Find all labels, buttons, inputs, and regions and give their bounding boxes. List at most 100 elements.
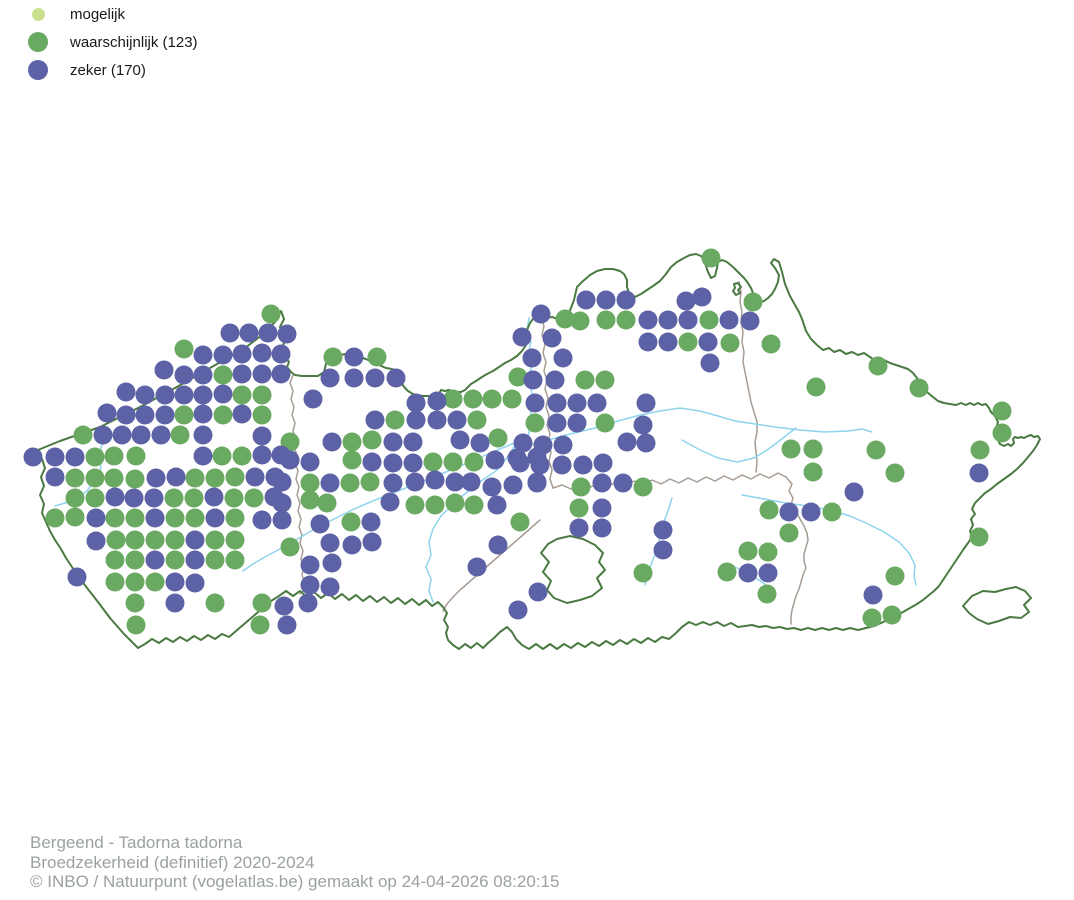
breeding-dot-zeker [193,345,213,365]
river-schelde-upper [425,443,517,603]
breeding-dot-zeker [322,553,342,573]
breeding-dot-zeker [542,328,562,348]
breeding-dot-zeker [116,382,136,402]
breeding-dot-zeker [146,468,166,488]
breeding-dot-waarschijnlijk [225,467,245,487]
breeding-dot-waarschijnlijk [125,572,145,592]
breeding-dot-zeker [613,473,633,493]
breeding-dot-zeker [653,520,673,540]
breeding-dot-zeker [220,323,240,343]
breeding-dot-zeker [592,498,612,518]
breeding-dot-zeker [277,324,297,344]
breeding-dot-waarschijnlijk [73,425,93,445]
border-brabant-limburg [790,504,809,625]
breeding-dot-zeker [300,555,320,575]
breeding-dot-zeker [698,332,718,352]
breeding-dot-zeker [280,450,300,470]
breeding-dot-waarschijnlijk [525,413,545,433]
breeding-dot-zeker [232,344,252,364]
breeding-dot-zeker [487,495,507,515]
breeding-dot-zeker [252,445,272,465]
breeding-dot-zeker [277,615,297,635]
region-borders [32,253,1041,650]
baarle-hertog-enclave [732,282,742,296]
breeding-dot-waarschijnlijk [340,473,360,493]
breeding-dot-zeker [365,410,385,430]
breeding-dot-waarschijnlijk [104,446,124,466]
breeding-dot-zeker [213,384,233,404]
breeding-dot-waarschijnlijk [555,309,575,329]
breeding-dot-zeker [154,360,174,380]
breeding-dot-zeker [522,348,542,368]
breeding-dot-zeker [470,433,490,453]
breeding-dot-waarschijnlijk [569,498,589,518]
breeding-dot-waarschijnlijk [464,452,484,472]
breeding-dot-zeker [740,311,760,331]
breeding-dot-zeker [185,550,205,570]
breeding-dot-zeker [344,368,364,388]
breeding-dot-zeker [310,514,330,534]
breeding-dot-zeker [86,508,106,528]
breeding-dot-zeker [530,455,550,475]
breeding-dot-waarschijnlijk [125,550,145,570]
breeding-dot-zeker [692,287,712,307]
breeding-dot-waarschijnlijk [502,389,522,409]
breeding-dot-waarschijnlijk [467,410,487,430]
breeding-dot-zeker [533,435,553,455]
breeding-dot-zeker [155,385,175,405]
breeding-dot-zeker [638,332,658,352]
breeding-dot-zeker [86,531,106,551]
breeding-dot-waarschijnlijk [225,550,245,570]
breeding-dot-waarschijnlijk [678,332,698,352]
breeding-dot-zeker [252,426,272,446]
breeding-dot-waarschijnlijk [45,508,65,528]
breeding-dot-zeker [135,405,155,425]
breeding-dot-waarschijnlijk [970,440,990,460]
breeding-dot-zeker [320,368,340,388]
mogelijk-dot-icon [31,7,45,21]
breeding-dot-waarschijnlijk [125,530,145,550]
breeding-dot-waarschijnlijk [85,488,105,508]
breeding-dot-waarschijnlijk [803,462,823,482]
breeding-dot-zeker [553,435,573,455]
breeding-dot-waarschijnlijk [758,542,778,562]
breeding-dot-waarschijnlijk [405,495,425,515]
breeding-dot-zeker [467,557,487,577]
waarschijnlijk-dot-icon [28,32,48,52]
breeding-dot-waarschijnlijk [225,530,245,550]
breeding-dot-zeker [406,410,426,430]
breeding-dot-waarschijnlijk [145,572,165,592]
breeding-dot-waarschijnlijk [261,304,281,324]
breeding-dot-waarschijnlijk [868,356,888,376]
breeding-dot-zeker [633,415,653,435]
breeding-dot-zeker [112,425,132,445]
breeding-dot-zeker [185,573,205,593]
breeding-dot-waarschijnlijk [885,566,905,586]
breeding-dot-waarschijnlijk [482,389,502,409]
breeding-dot-zeker [488,535,508,555]
breeding-dot-zeker [298,593,318,613]
breeding-dot-waarschijnlijk [822,502,842,522]
breeding-dot-zeker [45,467,65,487]
breeding-dot-zeker [617,432,637,452]
breeding-dot-zeker [719,310,739,330]
breeding-dot-zeker [738,563,758,583]
brussels-enclave-border [540,535,606,604]
breeding-dot-zeker [636,393,656,413]
breeding-dot-zeker [863,585,883,605]
breeding-dot-waarschijnlijk [781,439,801,459]
breeding-dot-waarschijnlijk [743,292,763,312]
breeding-dot-waarschijnlijk [244,488,264,508]
breeding-dot-zeker [616,290,636,310]
breeding-dot-zeker [144,488,164,508]
breeding-dot-waarschijnlijk [232,385,252,405]
species-title: Bergeend - Tadorna tadorna [30,833,243,852]
breeding-dot-waarschijnlijk [252,593,272,613]
breeding-dot-waarschijnlijk [633,477,653,497]
breeding-dot-waarschijnlijk [342,450,362,470]
breeding-dot-zeker [445,472,465,492]
breeding-dot-zeker [320,473,340,493]
breeding-dot-zeker [365,368,385,388]
